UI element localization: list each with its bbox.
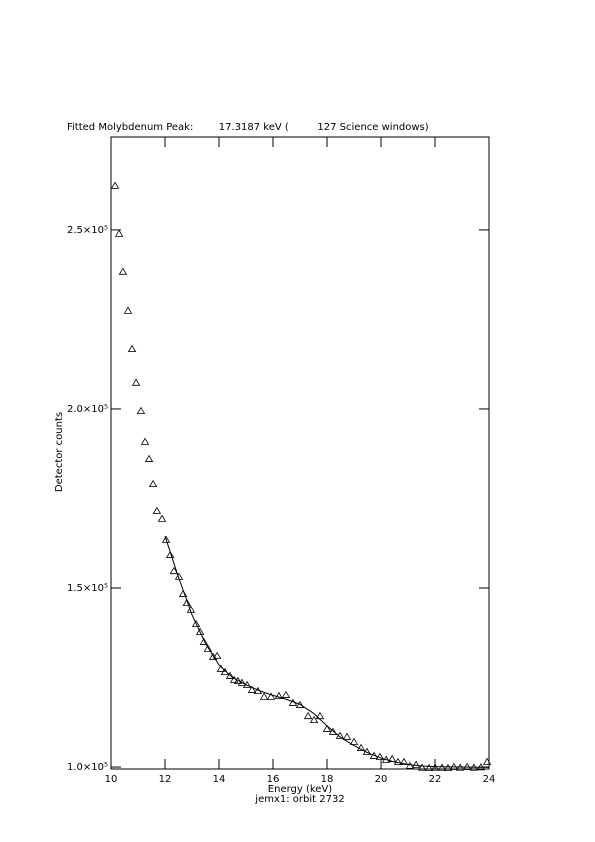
data-point <box>140 437 150 445</box>
data-point <box>309 715 319 724</box>
data-point <box>148 479 158 488</box>
data-point <box>405 761 415 769</box>
x-axis-label: Energy (keV) <box>268 784 333 795</box>
y-tick-label: 2.0×10⁵ <box>67 404 108 415</box>
x-tick-label: 20 <box>375 774 388 785</box>
data-point <box>462 762 472 770</box>
x-tick-label: 24 <box>483 774 496 785</box>
x-tick-label: 12 <box>159 774 172 785</box>
data-point <box>233 676 243 684</box>
data-point <box>136 406 146 415</box>
data-point <box>144 454 154 462</box>
data-point <box>399 757 409 765</box>
data-point <box>152 506 162 514</box>
data-point <box>182 598 192 606</box>
x-tick-label: 10 <box>105 774 118 785</box>
x-tick-label: 16 <box>267 774 280 785</box>
data-point <box>131 378 141 386</box>
data-point <box>191 619 201 628</box>
y-tick-label: 1.5×10⁵ <box>67 583 108 594</box>
y-tick-label: 2.5×10⁵ <box>67 225 108 236</box>
data-point <box>123 306 133 314</box>
data-point <box>322 724 332 732</box>
data-point <box>169 566 179 575</box>
data-point <box>393 757 403 765</box>
plot-frame <box>110 136 490 770</box>
data-point <box>157 514 167 522</box>
data-point <box>424 763 434 772</box>
data-point <box>225 671 235 679</box>
fit-line <box>164 535 490 768</box>
x-tick-label: 18 <box>321 774 334 785</box>
x-tick-label: 14 <box>213 774 226 785</box>
data-point <box>417 763 427 771</box>
data-point <box>356 743 366 751</box>
chart-title: Fitted Molybdenum Peak: 17.3187 keV ( 12… <box>67 122 429 133</box>
data-point <box>118 267 128 275</box>
data-point <box>259 692 269 700</box>
data-point <box>237 678 247 686</box>
data-point <box>165 550 175 558</box>
y-tick-label: 1.0×10⁵ <box>67 762 108 773</box>
data-point <box>430 763 440 771</box>
chart-subtitle: jemx1: orbit 2732 <box>254 794 344 805</box>
data-point <box>369 751 379 759</box>
data-point <box>274 691 284 700</box>
data-point <box>482 757 492 765</box>
data-point <box>199 637 209 645</box>
data-point <box>349 737 359 745</box>
data-point <box>203 644 213 652</box>
data-point <box>295 700 305 708</box>
data-point <box>247 685 257 693</box>
data-point <box>342 732 352 740</box>
data-point <box>281 690 291 698</box>
data-point <box>443 763 453 772</box>
data-point <box>161 535 171 543</box>
y-axis-label: Detector counts <box>54 412 65 492</box>
data-point <box>114 229 124 237</box>
data-point <box>266 692 276 700</box>
x-tick-label: 22 <box>429 774 442 785</box>
data-point <box>328 727 338 735</box>
data-point <box>212 651 222 659</box>
data-point <box>127 344 137 353</box>
data-point <box>411 760 421 768</box>
data-point <box>303 711 313 720</box>
data-point <box>110 181 120 189</box>
data-point <box>195 627 205 635</box>
